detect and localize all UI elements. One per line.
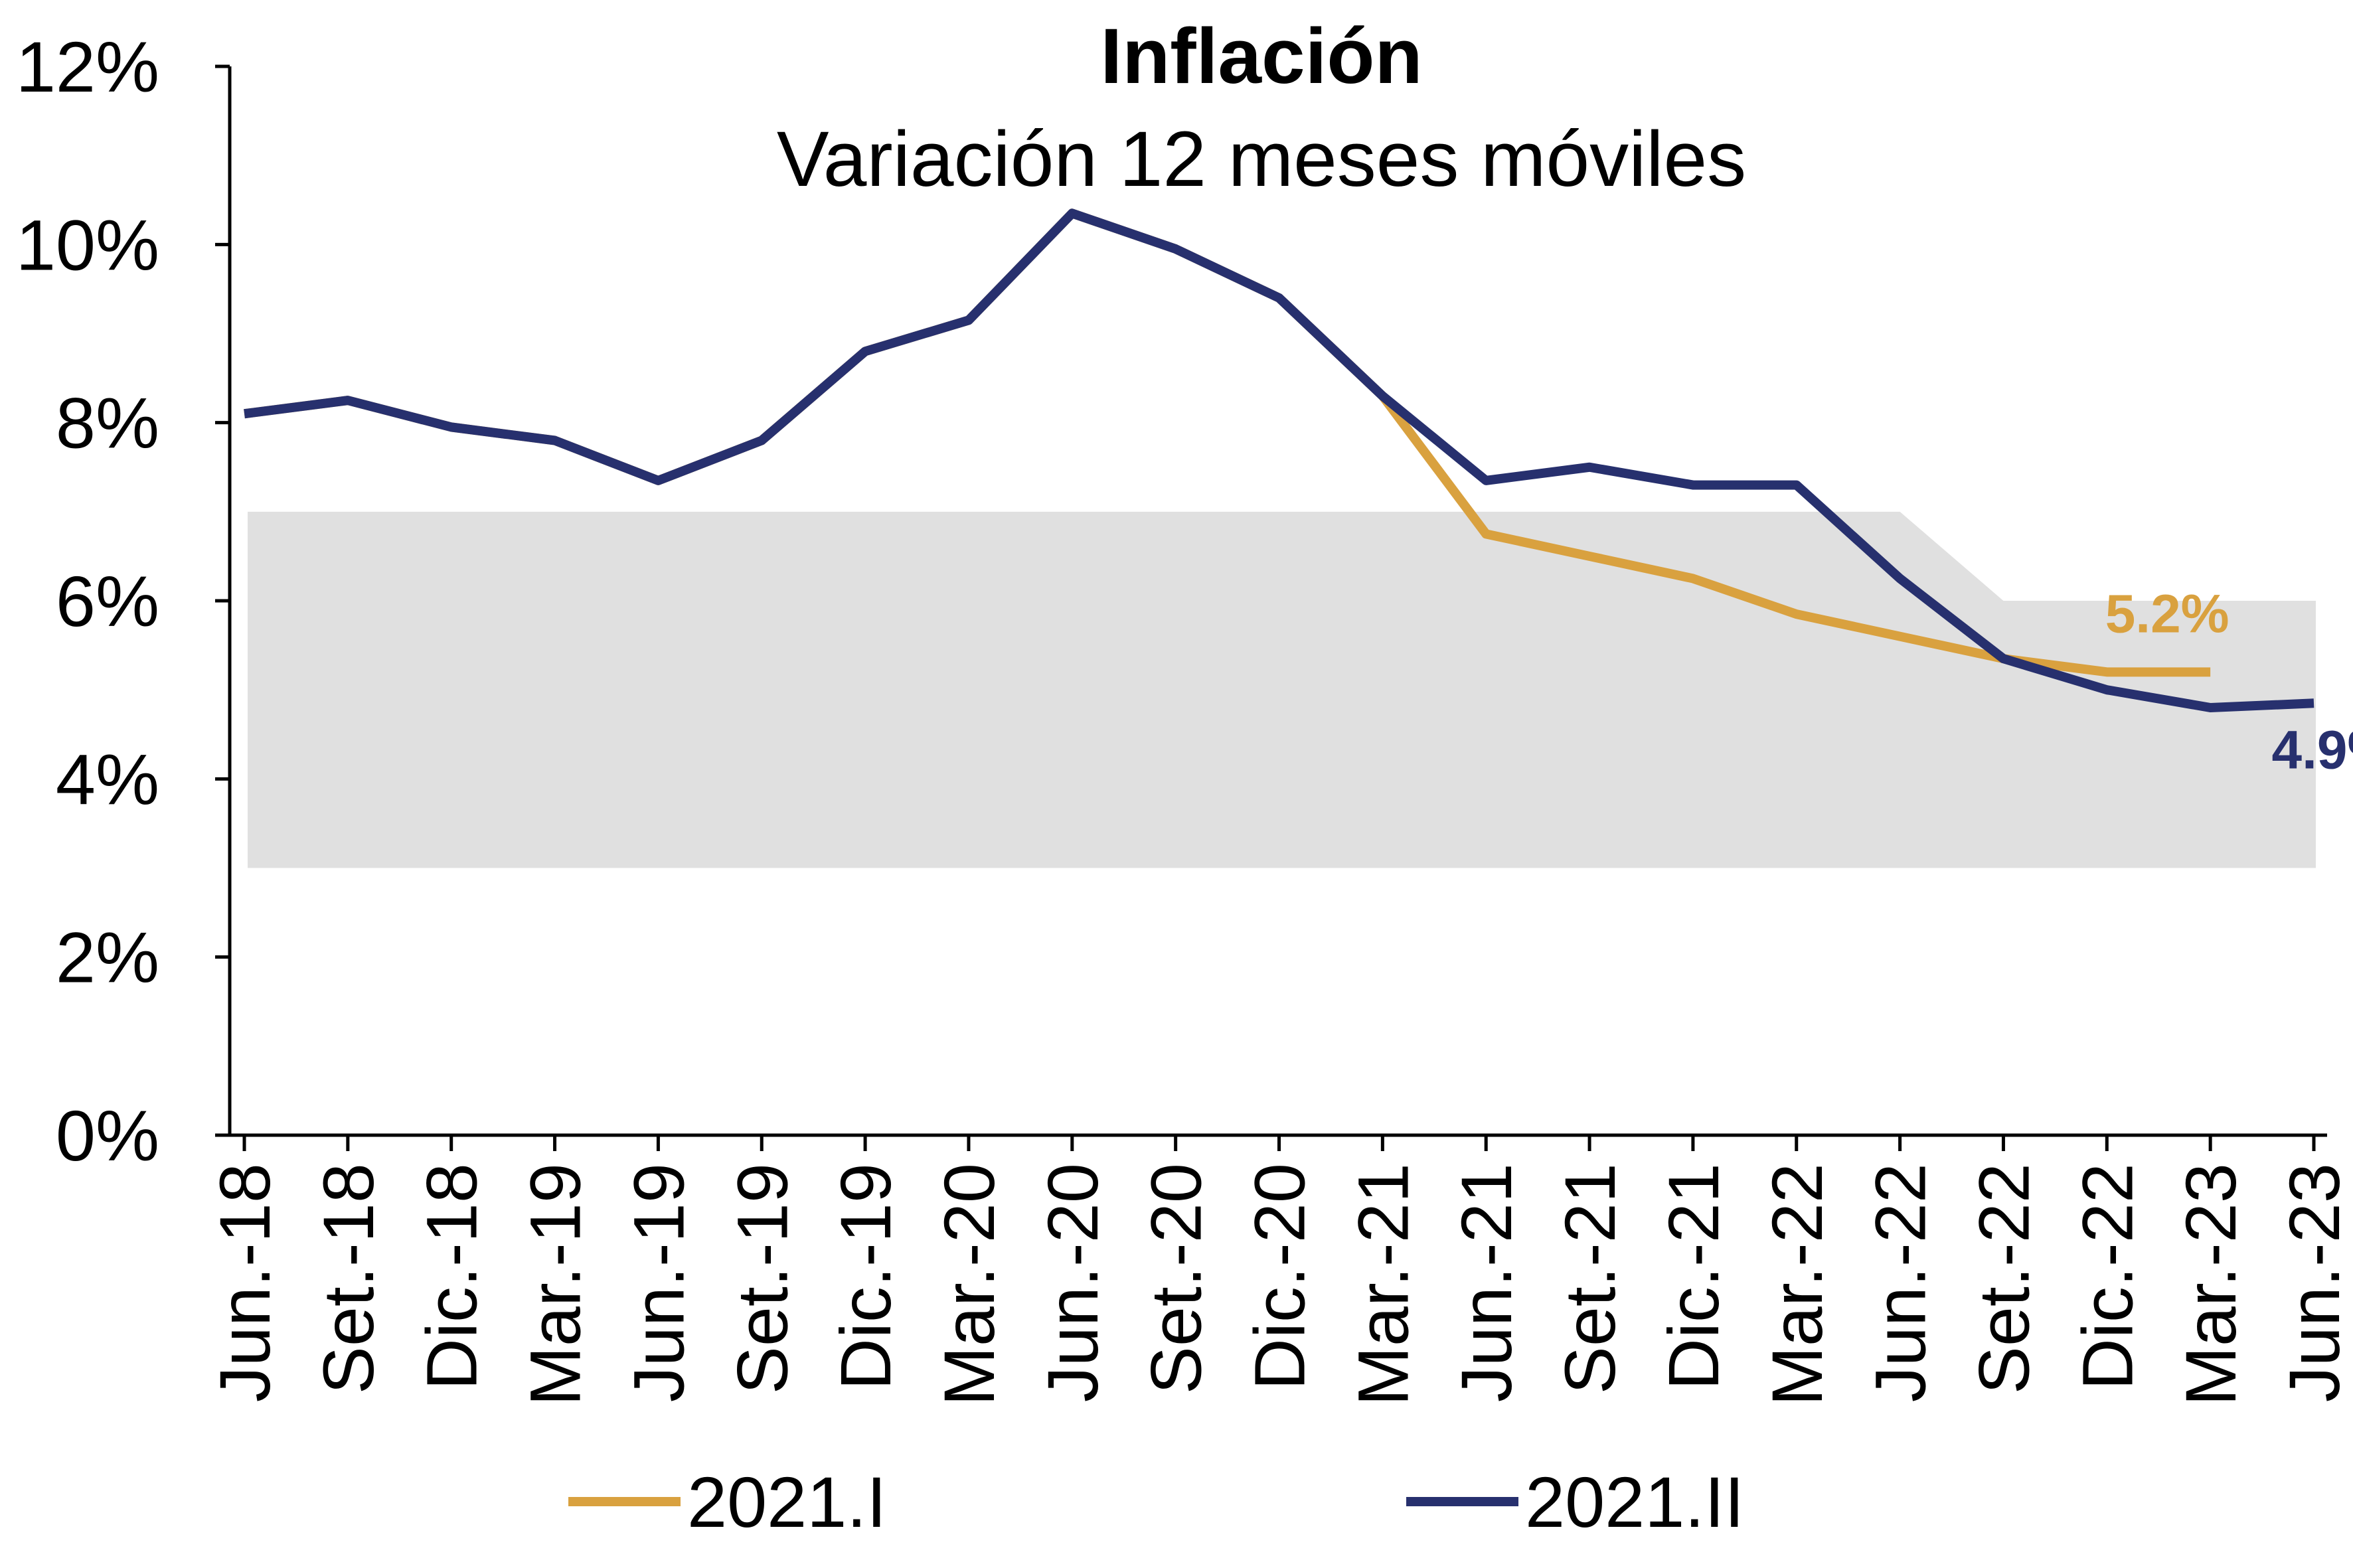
x-tick-label: Jun.-22 — [1860, 1163, 1941, 1402]
x-tick-label: Jun.-18 — [204, 1163, 285, 1402]
series-2-end-label: 4.9% — [2272, 720, 2353, 780]
labels-layer: 5.2% 4.9% — [2105, 584, 2353, 780]
legend-item-1: 2021.I — [568, 1462, 886, 1542]
x-tick-label: Mar.-23 — [2170, 1163, 2251, 1406]
y-tick-label: 6% — [56, 561, 159, 641]
target-range-band — [248, 511, 2316, 868]
x-tick-label: Set.-21 — [1550, 1163, 1630, 1394]
x-tick-label: Set.-19 — [722, 1163, 802, 1394]
x-tick-label: Set.-20 — [1136, 1163, 1216, 1394]
series-layer — [244, 208, 2314, 712]
target-range-layer — [248, 511, 2316, 868]
x-tick-label: Mar.-19 — [515, 1163, 596, 1406]
x-tick-label: Dic.-19 — [825, 1163, 906, 1390]
x-tick-label: Jun.-23 — [2274, 1163, 2353, 1402]
series-1-end-label: 5.2% — [2105, 584, 2230, 644]
axes-layer: 0% 2% 4% 6% 8% 10% 12% Jun.-18 Set.-18 Dic.-18 Mar… — [16, 27, 2353, 1406]
x-tick-label: Dic.-22 — [2067, 1163, 2147, 1390]
legend: 2021.I 2021.II — [568, 1462, 1744, 1542]
y-tick-label: 0% — [56, 1095, 159, 1176]
legend-item-2: 2021.II — [1406, 1462, 1744, 1542]
chart-subtitle: Variación 12 meses móviles — [777, 116, 1746, 203]
legend-label: 2021.II — [1525, 1462, 1744, 1542]
x-tick-label: Jun.-20 — [1032, 1163, 1113, 1402]
y-tick-label: 2% — [56, 917, 159, 998]
x-tick-label: Mar.-21 — [1342, 1163, 1423, 1406]
series-line-2 — [244, 208, 2314, 712]
x-tick-label: Mar.-20 — [929, 1163, 1009, 1406]
x-tick-label: Jun.-19 — [618, 1163, 698, 1402]
x-tick-label: Set.-22 — [1963, 1163, 2044, 1394]
x-tick-label: Jun.-21 — [1446, 1163, 1526, 1402]
x-tick-label: Mar.-22 — [1757, 1163, 1837, 1406]
x-tick-label: Dic.-20 — [1240, 1163, 1320, 1390]
y-tick-label: 8% — [56, 383, 159, 463]
x-tick-label: Set.-18 — [308, 1163, 388, 1394]
y-tick-label: 10% — [16, 204, 159, 285]
y-tick-label: 12% — [16, 27, 159, 107]
chart-title: Inflación — [1100, 13, 1422, 100]
x-tick-label: Dic.-21 — [1653, 1163, 1734, 1390]
x-tick-label: Dic.-18 — [412, 1163, 492, 1390]
legend-label: 2021.I — [687, 1462, 886, 1542]
y-tick-label: 4% — [56, 739, 159, 819]
